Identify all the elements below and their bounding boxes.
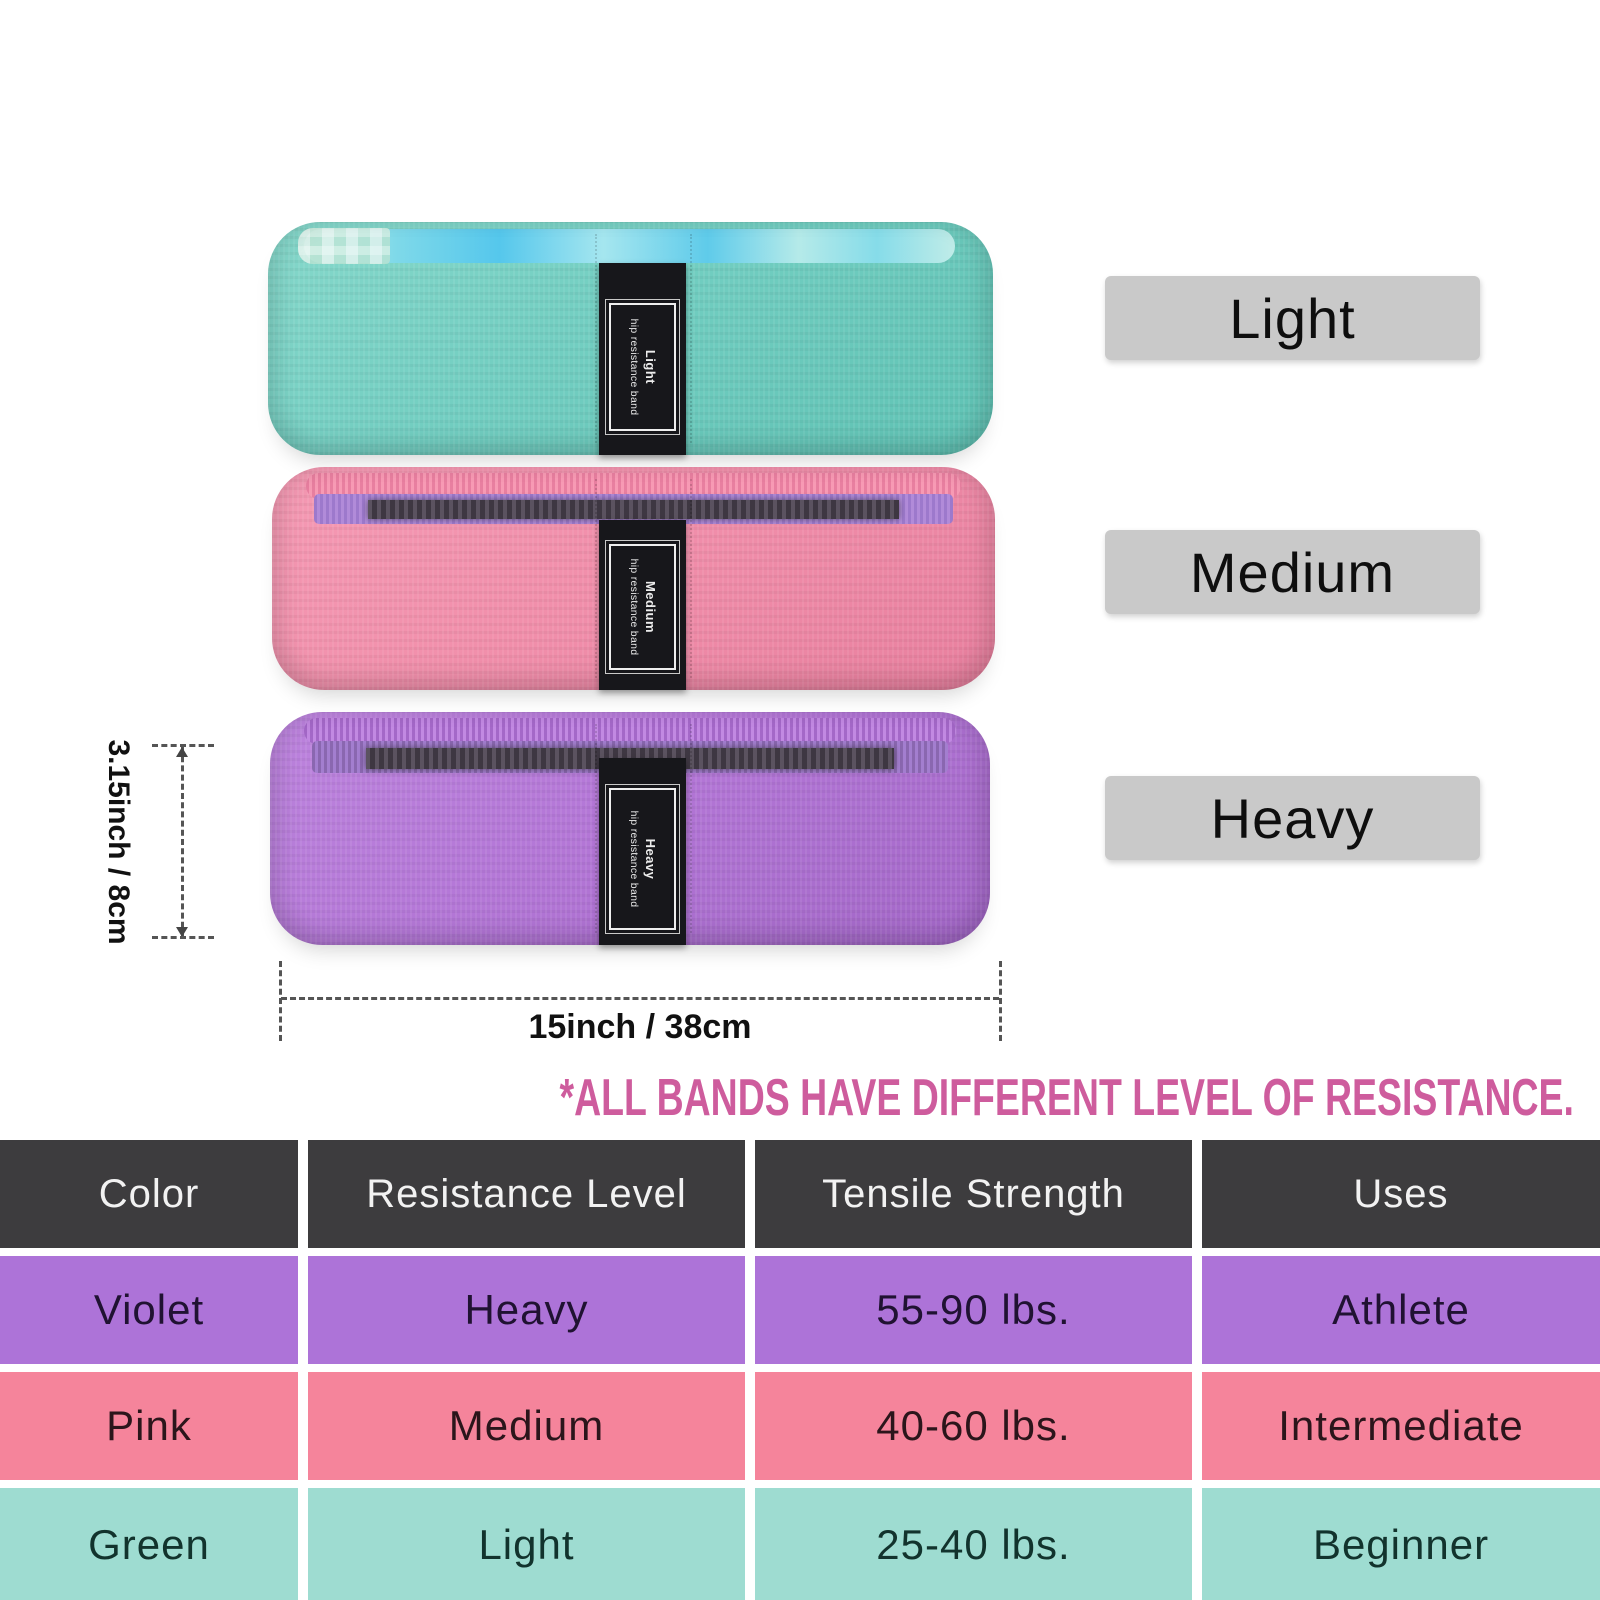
band-tag-medium: Medium hip resistance band	[599, 520, 686, 690]
band-tag-light: Light hip resistance band	[599, 263, 686, 455]
height-dimension-label: 3.15inch / 8cm	[102, 739, 135, 945]
width-dimension-line	[281, 997, 999, 1000]
table-header-color: Color	[0, 1140, 298, 1248]
width-dimension-label: 15inch / 38cm	[528, 1008, 752, 1046]
band-seam	[595, 479, 597, 678]
tag-subtitle: hip resistance band	[627, 558, 640, 656]
band-inner-surface	[304, 229, 955, 263]
table-cell-level-green: Light	[308, 1488, 745, 1600]
height-dimension-bottom-cap	[152, 936, 214, 939]
tag-subtitle: hip resistance band	[627, 318, 640, 416]
band-top-rim	[304, 718, 956, 744]
table-cell-color-violet: Violet	[0, 1256, 298, 1364]
table-cell-color-pink: Pink	[0, 1372, 298, 1480]
tag-label-frame: Light hip resistance band	[605, 299, 680, 435]
table-cell-color-green: Green	[0, 1488, 298, 1600]
table-header-uses: Uses	[1202, 1140, 1600, 1248]
tag-label-frame: Heavy hip resistance band	[605, 784, 680, 934]
band-seam	[690, 724, 692, 933]
tag-title: Medium	[642, 580, 658, 634]
band-inner-dark-strip	[368, 500, 899, 519]
band-seam	[690, 479, 692, 678]
table-header-resistance-level: Resistance Level	[308, 1140, 745, 1248]
height-dimension-line	[181, 747, 184, 937]
band-tag-heavy: Heavy hip resistance band	[599, 758, 686, 945]
table-cell-level-violet: Heavy	[308, 1256, 745, 1364]
height-dimension-top-cap	[152, 744, 214, 747]
level-label-light: Light	[1105, 276, 1480, 360]
height-dimension-arrow-up	[176, 747, 188, 757]
table-cell-strength-green: 25-40 lbs.	[755, 1488, 1192, 1600]
height-dimension-arrow-down	[176, 927, 188, 937]
table-cell-uses-pink: Intermediate	[1202, 1372, 1600, 1480]
table-cell-strength-violet: 55-90 lbs.	[755, 1256, 1192, 1364]
tag-title: Light	[642, 349, 658, 385]
tag-title: Heavy	[642, 838, 658, 880]
tag-label-text: Light hip resistance band	[628, 308, 658, 426]
band-seam	[690, 234, 692, 443]
band-inner-checker-pattern	[298, 228, 390, 264]
tag-subtitle: hip resistance band	[627, 810, 640, 908]
band-seam	[595, 724, 597, 933]
tag-label-text: Medium hip resistance band	[628, 548, 658, 666]
tag-label-frame: Medium hip resistance band	[605, 540, 680, 674]
resistance-note: *ALL BANDS HAVE DIFFERENT LEVEL OF RESIS…	[559, 1069, 1574, 1127]
width-dimension-right-cap	[999, 961, 1002, 1041]
level-label-medium: Medium	[1105, 530, 1480, 614]
table-cell-uses-violet: Athlete	[1202, 1256, 1600, 1364]
tag-label-text: Heavy hip resistance band	[628, 800, 658, 918]
table-cell-level-pink: Medium	[308, 1372, 745, 1480]
level-label-heavy: Heavy	[1105, 776, 1480, 860]
band-seam	[595, 234, 597, 443]
width-dimension-left-cap	[279, 961, 282, 1041]
table-cell-strength-pink: 40-60 lbs.	[755, 1372, 1192, 1480]
table-cell-uses-green: Beginner	[1202, 1488, 1600, 1600]
table-header-tensile-strength: Tensile Strength	[755, 1140, 1192, 1248]
specification-table: Color Resistance Level Tensile Strength …	[0, 1140, 1600, 1600]
